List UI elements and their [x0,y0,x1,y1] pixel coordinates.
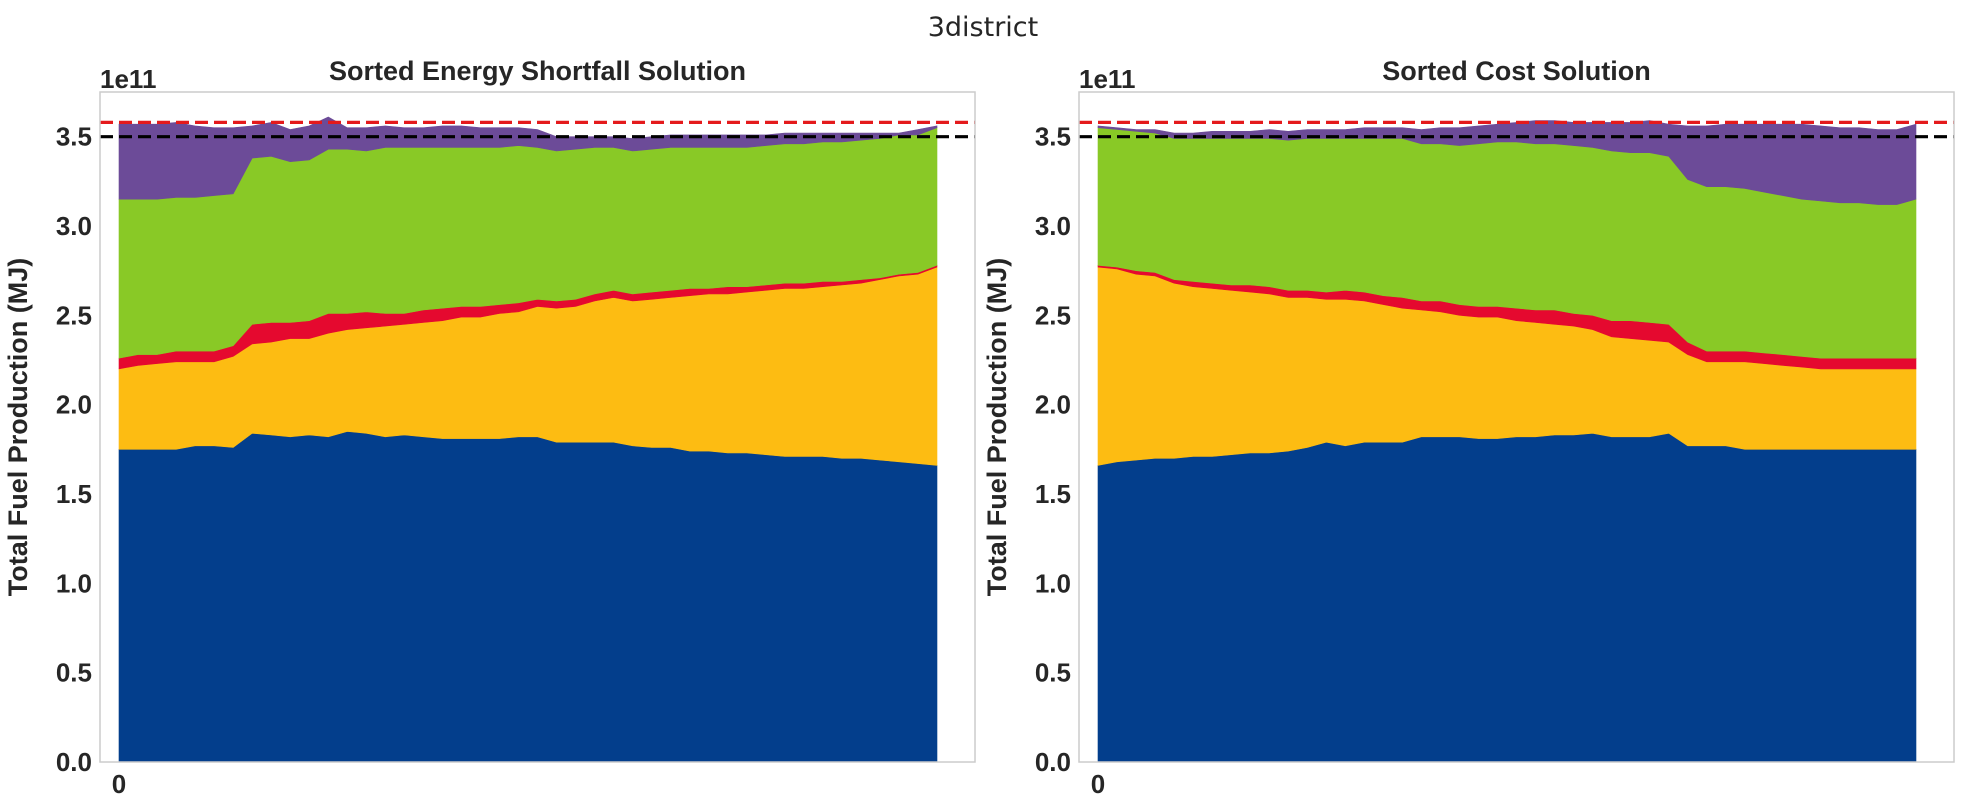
panel-energy-shortfall: 0.0 0.5 1.0 1.5 2.0 2.5 3.0 3.5 0 Sorted Energy… [3,56,976,799]
reference-lines [100,120,975,139]
y-tick-label: 2.5 [56,300,92,330]
y-offset-text: 1e11 [100,64,156,94]
y-tick-label: 3.0 [56,211,92,241]
y-tick-label: 2.5 [1035,300,1071,330]
y-tick-label: 3.0 [1035,211,1071,241]
y-tick-label: 3.5 [56,122,92,152]
y-tick-label: 1.0 [56,568,92,598]
y-tick-label: 2.0 [1035,390,1071,420]
y-tick-label: 0.0 [56,747,92,777]
y-axis-label: Total Fuel Production (MJ) [982,258,1012,596]
y-tick-label: 2.0 [56,390,92,420]
panel-cost: 0.0 0.5 1.0 1.5 2.0 2.5 3.0 3.5 0 Sorted Cost S… [982,56,1955,799]
reference-lines [1079,120,1954,139]
stacked-areas [1097,120,1917,763]
y-tick-label: 0.5 [1035,658,1071,688]
x-tick-labels: 0 [1091,769,1105,799]
y-tick-labels: 0.0 0.5 1.0 1.5 2.0 2.5 3.0 3.5 [1035,122,1071,777]
figure-suptitle: 3district [928,12,1039,43]
x-tick-label: 0 [1091,769,1105,799]
x-tick-label: 0 [112,769,126,799]
y-axis-label: Total Fuel Production (MJ) [3,258,33,596]
panel-title: Sorted Energy Shortfall Solution [329,56,746,86]
y-tick-label: 0.5 [56,658,92,688]
x-tick-labels: 0 [112,769,126,799]
y-tick-label: 1.5 [1035,479,1071,509]
panel-title: Sorted Cost Solution [1382,56,1650,86]
plot-frame [1078,91,1955,763]
y-tick-label: 1.0 [1035,568,1071,598]
y-tick-label: 3.5 [1035,122,1071,152]
stack-layer-5 [1097,120,1917,205]
plot-frame [99,91,976,763]
y-offset-text: 1e11 [1079,64,1135,94]
stack-layer-1 [1097,432,1917,763]
y-tick-labels: 0.0 0.5 1.0 1.5 2.0 2.5 3.0 3.5 [56,122,92,777]
stacked-areas [118,116,938,763]
stack-layer-1 [118,431,938,763]
y-tick-label: 0.0 [1035,747,1071,777]
y-tick-label: 1.5 [56,479,92,509]
